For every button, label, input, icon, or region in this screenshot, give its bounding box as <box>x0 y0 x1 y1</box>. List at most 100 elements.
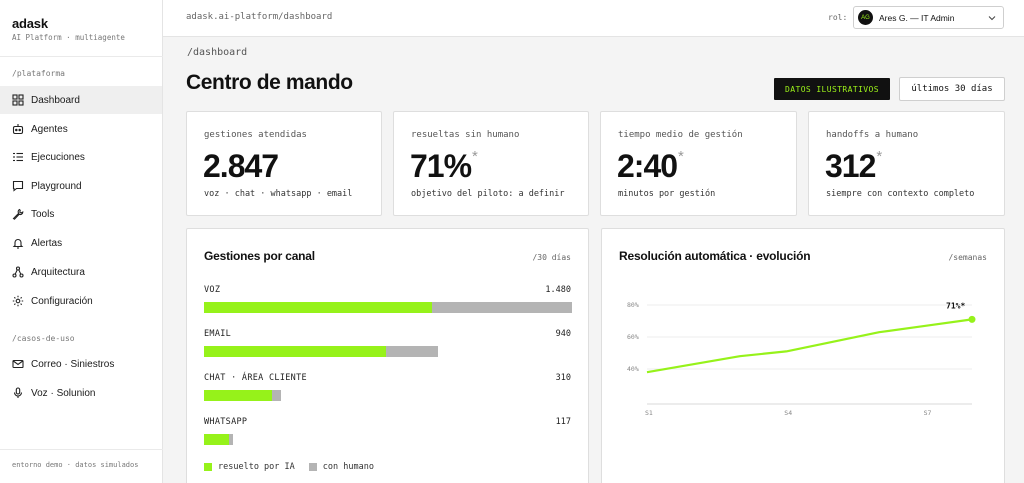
x-tick-label: S4 <box>784 409 792 417</box>
evolution-panel: Resolución automática · evolución /seman… <box>601 228 1005 483</box>
kpi-label: tiempo medio de gestión <box>618 130 743 140</box>
channels-panel: Gestiones por canal /30 días VOZ 1.480 E… <box>186 228 589 483</box>
gear-icon <box>12 295 24 307</box>
channel-value: 117 <box>555 417 571 427</box>
sidebar-item-label: Dashboard <box>31 94 80 106</box>
bar-human-segment <box>271 390 282 401</box>
mic-icon <box>12 387 24 399</box>
mail-icon <box>12 358 24 370</box>
kpi-label: resueltas sin humano <box>411 130 520 140</box>
panel-period: /30 días <box>532 253 571 262</box>
y-tick-label: 60% <box>627 333 639 341</box>
illustrative-data-badge: DATOS ILUSTRATIVOS <box>774 78 890 100</box>
sidebar-item-label: Playground <box>31 180 82 192</box>
bar-human-segment <box>386 346 438 357</box>
kpi-subtitle: minutos por gestión <box>618 189 716 199</box>
topbar: adask.ai-platform/dashboard rol: AG Ares… <box>163 0 1024 37</box>
channel-value: 940 <box>555 329 571 339</box>
bar-human-segment <box>432 302 572 313</box>
bar-human-segment <box>229 434 234 445</box>
divider <box>0 449 163 450</box>
sidebar-item-agentes[interactable]: Agentes <box>0 115 162 143</box>
bar-ai-segment <box>204 390 272 401</box>
kpi-value: 2:40* <box>617 148 684 184</box>
sidebar-item-tools[interactable]: Tools <box>0 200 162 228</box>
sidebar-item-label: Alertas <box>31 237 63 249</box>
channel-label: VOZ <box>204 285 221 295</box>
breadcrumb: adask.ai-platform/dashboard <box>186 12 333 22</box>
sidebar-item-label: Configuración <box>31 295 93 307</box>
kpi-card-gestiones: gestiones atendidas 2.847 voz · chat · w… <box>186 111 382 216</box>
sidebar-item-correo-siniestros[interactable]: Correo · Siniestros <box>0 350 162 378</box>
channel-bar <box>204 434 234 445</box>
channel-value: 1.480 <box>545 285 571 295</box>
role-label: rol: <box>828 13 848 22</box>
avatar: AG <box>858 10 873 25</box>
robot-icon <box>12 123 24 135</box>
sidebar-item-label: Voz · Solunion <box>31 387 96 399</box>
role-selector[interactable]: AG Ares G. — IT Admin <box>853 6 1004 29</box>
environment-note: entorno demo · datos simulados <box>12 461 139 469</box>
channel-label: EMAIL <box>204 329 232 339</box>
channel-bar <box>204 390 282 401</box>
role-selector-value: Ares G. — IT Admin <box>879 12 955 23</box>
line-chart: 40% 60% 80% S1 S4 S7 71%* <box>627 301 976 417</box>
brand-subtitle: AI Platform · multiagente <box>12 33 125 42</box>
kpi-card-resueltas: resueltas sin humano 71%* objetivo del p… <box>393 111 589 216</box>
bar-ai-segment <box>204 302 433 313</box>
chevron-down-icon <box>988 16 996 21</box>
channel-label: WHATSAPP <box>204 417 248 427</box>
end-point <box>968 315 976 323</box>
chart-legend: resuelto por IA con humano <box>204 462 388 472</box>
bell-icon <box>12 237 24 249</box>
panel-period: /semanas <box>948 253 987 262</box>
date-range-button[interactable]: últimos 30 días <box>899 77 1005 101</box>
page-path: /dashboard <box>187 47 248 58</box>
chat-icon <box>12 180 24 192</box>
sidebar-item-alertas[interactable]: Alertas <box>0 229 162 257</box>
channel-value: 310 <box>555 373 571 383</box>
kpi-subtitle: objetivo del piloto: a definir <box>411 189 565 199</box>
channel-bar <box>204 346 438 357</box>
nodes-icon <box>12 266 24 278</box>
channel-bar <box>204 302 572 313</box>
bar-ai-segment <box>204 434 230 445</box>
divider <box>0 56 163 57</box>
dashboard-icon <box>12 94 24 106</box>
panel-title: Gestiones por canal <box>204 249 315 263</box>
sidebar-item-label: Correo · Siniestros <box>31 358 115 370</box>
sidebar-item-dashboard[interactable]: Dashboard <box>0 86 162 114</box>
bar-ai-segment <box>204 346 387 357</box>
kpi-card-tiempo: tiempo medio de gestión 2:40* minutos po… <box>600 111 797 216</box>
section-label-plataforma: /plataforma <box>12 69 65 78</box>
series-line <box>646 318 973 374</box>
list-icon <box>12 151 24 163</box>
legend-item-ai: resuelto por IA <box>204 462 295 472</box>
sidebar-item-arquitectura[interactable]: Arquitectura <box>0 258 162 286</box>
y-tick-label: 80% <box>627 301 639 309</box>
brand-name: adask <box>12 16 48 31</box>
sidebar-item-voz-solunion[interactable]: Voz · Solunion <box>0 379 162 407</box>
kpi-card-handoffs: handoffs a humano 312* siempre con conte… <box>808 111 1005 216</box>
kpi-value: 2.847 <box>203 148 279 184</box>
kpi-subtitle: voz · chat · whatsapp · email <box>204 189 353 199</box>
sidebar-item-label: Arquitectura <box>31 266 85 278</box>
panel-title: Resolución automática · evolución <box>619 249 811 263</box>
sidebar: adask AI Platform · multiagente /platafo… <box>0 0 163 483</box>
sidebar-item-label: Agentes <box>31 123 68 135</box>
legend-item-human: con humano <box>308 462 374 472</box>
x-tick-label: S1 <box>645 409 653 417</box>
section-label-casos: /casos-de-uso <box>12 334 75 343</box>
kpi-subtitle: siempre con contexto completo <box>826 189 975 199</box>
data-label: 71%* <box>946 301 965 310</box>
y-tick-label: 40% <box>627 365 639 373</box>
sidebar-item-ejecuciones[interactable]: Ejecuciones <box>0 143 162 171</box>
sidebar-item-label: Ejecuciones <box>31 151 85 163</box>
sidebar-item-playground[interactable]: Playground <box>0 172 162 200</box>
sidebar-item-configuracion[interactable]: Configuración <box>0 287 162 315</box>
wrench-icon <box>12 208 24 220</box>
x-tick-label: S7 <box>924 409 932 417</box>
kpi-value: 312* <box>825 148 882 184</box>
kpi-label: gestiones atendidas <box>204 130 307 140</box>
page-title: Centro de mando <box>186 71 353 94</box>
